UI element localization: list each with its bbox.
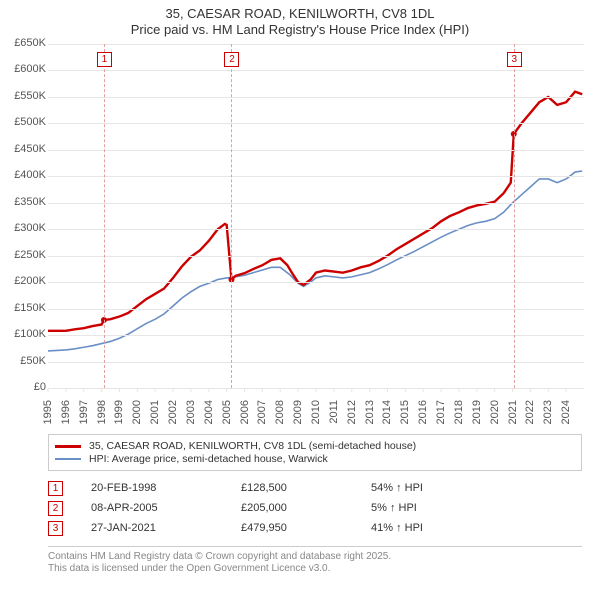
x-tick-label: 2015 bbox=[399, 400, 411, 440]
sales-row: 2 08-APR-2005 £205,000 5% ↑ HPI bbox=[48, 498, 582, 518]
y-tick-label: £0 bbox=[2, 381, 46, 393]
x-tick-label: 2022 bbox=[524, 400, 536, 440]
sales-date: 27-JAN-2021 bbox=[91, 522, 241, 534]
y-gridline bbox=[48, 97, 584, 98]
y-gridline bbox=[48, 362, 584, 363]
y-gridline bbox=[48, 229, 584, 230]
y-gridline bbox=[48, 44, 584, 45]
x-tick-label: 2010 bbox=[310, 400, 322, 440]
x-tick-label: 2006 bbox=[239, 400, 251, 440]
x-tick-label: 2013 bbox=[364, 400, 376, 440]
sale-marker-box: 3 bbox=[507, 52, 522, 67]
legend-row: HPI: Average price, semi-detached house,… bbox=[55, 453, 575, 465]
title-block: 35, CAESAR ROAD, KENILWORTH, CV8 1DL Pri… bbox=[0, 0, 600, 37]
sales-row: 1 20-FEB-1998 £128,500 54% ↑ HPI bbox=[48, 478, 582, 498]
sales-marker: 1 bbox=[48, 481, 63, 496]
legend-label: 35, CAESAR ROAD, KENILWORTH, CV8 1DL (se… bbox=[89, 440, 416, 452]
x-tick-label: 2002 bbox=[167, 400, 179, 440]
x-tick-label: 1995 bbox=[42, 400, 54, 440]
sales-delta: 54% ↑ HPI bbox=[371, 482, 501, 494]
sales-price: £128,500 bbox=[241, 482, 371, 494]
y-gridline bbox=[48, 282, 584, 283]
sale-marker-vline bbox=[104, 44, 105, 388]
y-tick-label: £300K bbox=[2, 222, 46, 234]
title-line-2: Price paid vs. HM Land Registry's House … bbox=[0, 22, 600, 38]
sale-marker-box: 2 bbox=[224, 52, 239, 67]
chart-area: 1 2 3 bbox=[48, 44, 584, 388]
x-tick-label: 2018 bbox=[453, 400, 465, 440]
y-tick-label: £50K bbox=[2, 355, 46, 367]
x-tick-label: 2019 bbox=[471, 400, 483, 440]
sales-date: 08-APR-2005 bbox=[91, 502, 241, 514]
x-tick-label: 1999 bbox=[113, 400, 125, 440]
legend-row: 35, CAESAR ROAD, KENILWORTH, CV8 1DL (se… bbox=[55, 440, 575, 452]
y-tick-label: £550K bbox=[2, 90, 46, 102]
x-tick-label: 2001 bbox=[149, 400, 161, 440]
x-tick-label: 2023 bbox=[542, 400, 554, 440]
x-tick-label: 2017 bbox=[435, 400, 447, 440]
sale-marker-box: 1 bbox=[97, 52, 112, 67]
footer-line-2: This data is licensed under the Open Gov… bbox=[48, 563, 582, 575]
y-gridline bbox=[48, 176, 584, 177]
legend-label: HPI: Average price, semi-detached house,… bbox=[89, 453, 328, 465]
sales-delta: 5% ↑ HPI bbox=[371, 502, 501, 514]
sales-delta: 41% ↑ HPI bbox=[371, 522, 501, 534]
title-line-1: 35, CAESAR ROAD, KENILWORTH, CV8 1DL bbox=[0, 6, 600, 22]
y-tick-label: £500K bbox=[2, 116, 46, 128]
y-tick-label: £100K bbox=[2, 328, 46, 340]
y-gridline bbox=[48, 123, 584, 124]
sales-date: 20-FEB-1998 bbox=[91, 482, 241, 494]
x-tick-label: 2011 bbox=[328, 400, 340, 440]
x-tick-label: 2004 bbox=[203, 400, 215, 440]
x-tick-label: 2012 bbox=[346, 400, 358, 440]
sales-marker: 2 bbox=[48, 501, 63, 516]
x-tick-label: 2009 bbox=[292, 400, 304, 440]
y-tick-label: £250K bbox=[2, 249, 46, 261]
y-tick-label: £400K bbox=[2, 169, 46, 181]
page-root: 35, CAESAR ROAD, KENILWORTH, CV8 1DL Pri… bbox=[0, 0, 600, 590]
y-gridline bbox=[48, 388, 584, 389]
footer: Contains HM Land Registry data © Crown c… bbox=[48, 546, 582, 575]
sale-marker-vline bbox=[514, 44, 515, 388]
x-tick-label: 2000 bbox=[131, 400, 143, 440]
x-tick-label: 2021 bbox=[507, 400, 519, 440]
x-tick-label: 2024 bbox=[560, 400, 572, 440]
x-tick-label: 1996 bbox=[60, 400, 72, 440]
footer-line-1: Contains HM Land Registry data © Crown c… bbox=[48, 551, 582, 563]
x-tick-label: 2014 bbox=[381, 400, 393, 440]
y-tick-label: £150K bbox=[2, 302, 46, 314]
series-hpi bbox=[48, 171, 582, 351]
x-tick-label: 2016 bbox=[417, 400, 429, 440]
sales-row: 3 27-JAN-2021 £479,950 41% ↑ HPI bbox=[48, 518, 582, 538]
y-gridline bbox=[48, 309, 584, 310]
x-tick-label: 2020 bbox=[489, 400, 501, 440]
sales-price: £205,000 bbox=[241, 502, 371, 514]
x-tick-label: 2003 bbox=[185, 400, 197, 440]
y-tick-label: £600K bbox=[2, 63, 46, 75]
x-tick-label: 1997 bbox=[78, 400, 90, 440]
series-price-paid bbox=[48, 92, 582, 331]
legend-swatch bbox=[55, 458, 81, 460]
y-gridline bbox=[48, 256, 584, 257]
sales-marker: 3 bbox=[48, 521, 63, 536]
sales-table: 1 20-FEB-1998 £128,500 54% ↑ HPI 2 08-AP… bbox=[48, 478, 582, 538]
y-tick-label: £450K bbox=[2, 143, 46, 155]
legend-swatch bbox=[55, 445, 81, 448]
y-tick-label: £650K bbox=[2, 37, 46, 49]
x-tick-label: 2005 bbox=[221, 400, 233, 440]
x-tick-label: 2007 bbox=[256, 400, 268, 440]
x-tick-label: 1998 bbox=[96, 400, 108, 440]
y-tick-label: £200K bbox=[2, 275, 46, 287]
y-gridline bbox=[48, 150, 584, 151]
sales-price: £479,950 bbox=[241, 522, 371, 534]
x-tick-label: 2008 bbox=[274, 400, 286, 440]
y-gridline bbox=[48, 335, 584, 336]
sale-marker-vline bbox=[231, 44, 232, 388]
y-gridline bbox=[48, 203, 584, 204]
y-gridline bbox=[48, 70, 584, 71]
chart-svg bbox=[48, 44, 584, 388]
y-tick-label: £350K bbox=[2, 196, 46, 208]
